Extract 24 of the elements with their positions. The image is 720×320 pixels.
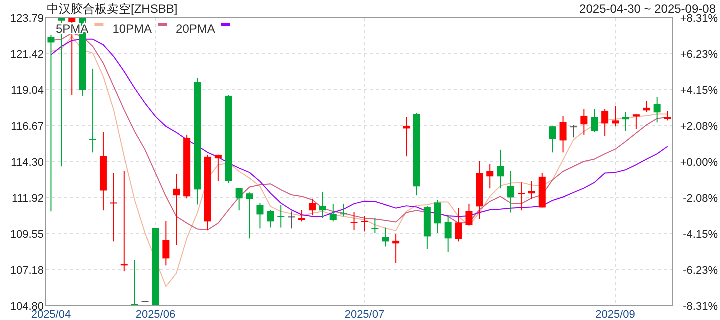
y2-tick-label: -4.15% [683, 228, 718, 241]
y2-tick-label: +8.31% [680, 13, 718, 25]
y2-tick-label: -2.08% [683, 193, 718, 206]
x-tick-label: 2025/07 [344, 309, 385, 320]
x-tick-label: 2025/04 [31, 309, 72, 320]
y-tick-label: 111.92 [12, 193, 44, 206]
y2-tick-label: +4.15% [680, 85, 718, 98]
y2-tick-label: +6.23% [680, 49, 718, 62]
y-tick-label: 123.79 [10, 13, 44, 25]
chart-title: 中汉胶合板卖空[ZHSBB] [47, 2, 178, 16]
y-tick-label: 119.04 [11, 85, 44, 98]
x-tick-label: 2025/09 [596, 309, 636, 320]
y-tick-label: 107.18 [10, 264, 44, 277]
y2-tick-label: -8.31% [683, 301, 718, 313]
legend-label: 10PMA [112, 22, 152, 36]
y-tick-label: 121.42 [10, 48, 44, 61]
y-tick-label: 116.67 [11, 120, 44, 133]
y2-tick-label: +0.00% [680, 157, 718, 169]
y2-tick-label: +2.08% [680, 120, 718, 133]
y-tick-label: 109.55 [10, 228, 44, 241]
legend-label: 20PMA [176, 22, 216, 36]
x-tick-label: 2025/06 [136, 309, 176, 320]
y2-tick-label: -6.23% [683, 264, 718, 277]
y-tick-label: 114.30 [11, 156, 44, 169]
